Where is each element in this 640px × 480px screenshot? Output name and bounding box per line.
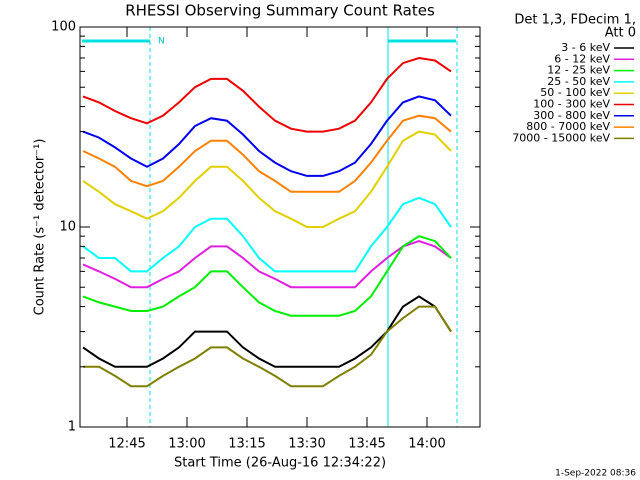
series-line	[82, 114, 452, 193]
footer: 1-Sep-2022 08:36	[555, 469, 636, 479]
series-line	[82, 130, 452, 228]
series-line	[82, 56, 452, 133]
x-tick-label: 12:45	[108, 437, 145, 452]
y-tick-label: 1	[68, 420, 76, 435]
legend-title: Det 1,3, FDecim 1,	[514, 13, 636, 28]
series-line	[82, 235, 452, 317]
y-tick-label: 100	[51, 20, 76, 35]
x-tick-label: 14:00	[408, 437, 445, 452]
series-line	[82, 95, 452, 177]
series-line	[82, 196, 452, 273]
series-line	[82, 295, 452, 368]
legend-label: 6 - 12 keV	[554, 52, 610, 65]
x-tick-label: 13:00	[168, 437, 205, 452]
legend-label: 300 - 800 keV	[533, 109, 610, 122]
y-tick-label: 10	[59, 220, 76, 235]
legend-label: 12 - 25 keV	[547, 64, 610, 77]
legend-label: 3 - 6 keV	[561, 41, 610, 54]
x-tick-label: 13:30	[288, 437, 325, 452]
x-tick-label: 13:45	[348, 437, 385, 452]
series-line	[83, 305, 452, 388]
annotation: N	[158, 37, 165, 47]
legend-label: 800 - 7000 keV	[526, 120, 610, 133]
x-axis-label: Start Time (26-Aug-16 12:34:22)	[174, 456, 386, 471]
legend-label: 50 - 100 keV	[540, 86, 610, 99]
y-axis-label: Count Rate (s⁻¹ detector⁻¹)	[33, 139, 48, 316]
legend-label: 100 - 300 keV	[533, 98, 610, 111]
chart-title: RHESSI Observing Summary Count Rates	[125, 2, 435, 20]
series-line	[82, 240, 452, 289]
legend-label: 7000 - 15000 keV	[512, 131, 610, 144]
x-tick-label: 13:15	[228, 437, 265, 452]
legend-label: 25 - 50 keV	[547, 75, 610, 88]
legend-title: Att 0	[605, 26, 636, 41]
